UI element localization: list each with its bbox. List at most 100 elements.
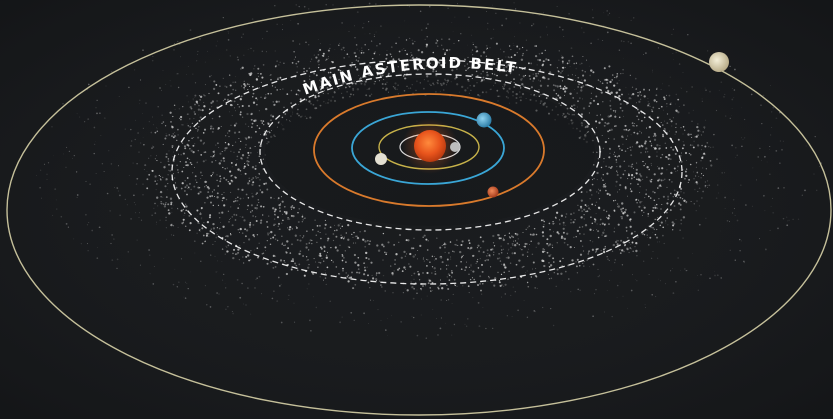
asteroid-dot <box>500 273 503 276</box>
asteroid-dot <box>190 107 193 110</box>
asteroid-dot <box>171 207 173 209</box>
asteroid-dot <box>695 210 697 212</box>
asteroid-dot <box>482 70 484 73</box>
asteroid-dot <box>409 265 412 268</box>
asteroid-dot <box>697 134 699 136</box>
asteroid-dot <box>180 187 183 190</box>
asteroid-dot <box>444 243 447 246</box>
asteroid-dot <box>648 136 650 138</box>
asteroid-dot <box>620 210 623 213</box>
asteroid-dot <box>228 129 231 132</box>
asteroid-dot <box>241 232 244 234</box>
asteroid-dot <box>46 173 48 175</box>
asteroid-dot <box>178 281 180 284</box>
asteroid-dot <box>672 229 674 231</box>
asteroid-dot <box>616 297 618 299</box>
asteroid-dot <box>646 166 649 169</box>
asteroid-dot <box>373 68 375 70</box>
asteroid-dot <box>353 25 356 27</box>
asteroid-dot <box>261 50 264 53</box>
asteroid-dot <box>281 243 283 245</box>
asteroid-dot <box>689 144 692 146</box>
asteroid-dot <box>505 74 508 77</box>
asteroid-dot <box>306 259 308 261</box>
asteroid-dot <box>323 246 326 249</box>
asteroid-dot <box>143 144 145 146</box>
asteroid-dot <box>323 260 325 262</box>
asteroid-dot <box>259 179 261 181</box>
asteroid-dot <box>629 188 632 190</box>
asteroid-dot <box>728 221 731 223</box>
asteroid-dot <box>341 22 343 24</box>
asteroid-dot <box>76 113 78 115</box>
asteroid-dot <box>582 250 585 252</box>
asteroid-dot <box>621 149 623 151</box>
asteroid-dot <box>457 244 459 246</box>
asteroid-dot <box>214 154 216 155</box>
asteroid-dot <box>617 223 620 226</box>
asteroid-dot <box>503 263 506 266</box>
asteroid-dot <box>392 58 395 61</box>
asteroid-dot <box>426 295 428 297</box>
asteroid-dot <box>606 10 608 12</box>
asteroid-dot <box>612 243 615 247</box>
asteroid-dot <box>813 173 815 175</box>
asteroid-dot <box>516 242 519 245</box>
asteroid-dot <box>308 263 310 266</box>
asteroid-dot <box>354 235 357 238</box>
asteroid-dot <box>580 216 583 219</box>
asteroid-dot <box>645 189 647 191</box>
asteroid-dot <box>631 122 634 124</box>
asteroid-dot <box>189 118 191 120</box>
asteroid-dot <box>575 62 578 64</box>
asteroid-dot <box>563 224 565 226</box>
asteroid-dot <box>546 84 549 87</box>
asteroid-dot <box>647 104 650 107</box>
asteroid-dot <box>680 187 683 190</box>
asteroid-dot <box>605 86 608 89</box>
asteroid-dot <box>558 102 560 105</box>
asteroid-dot <box>257 99 259 101</box>
asteroid-dot <box>435 70 437 73</box>
asteroid-dot <box>243 80 245 82</box>
asteroid-dot <box>573 212 575 214</box>
asteroid-dot <box>318 64 320 66</box>
asteroid-dot <box>715 197 718 199</box>
asteroid-dot <box>221 211 223 214</box>
asteroid-dot <box>238 245 241 247</box>
asteroid-dot <box>248 259 250 262</box>
asteroid-dot <box>368 49 370 51</box>
asteroid-dot <box>630 134 632 136</box>
asteroid-dot <box>548 243 552 246</box>
asteroid-dot <box>480 54 483 58</box>
asteroid-dot <box>540 219 543 222</box>
asteroid-dot <box>620 215 623 218</box>
asteroid-dot <box>644 304 646 306</box>
asteroid-dot <box>462 254 464 256</box>
asteroid-dot <box>543 12 545 14</box>
asteroid-dot <box>505 277 507 279</box>
asteroid-dot <box>678 106 680 108</box>
asteroid-dot <box>494 277 497 280</box>
asteroid-dot <box>235 197 237 200</box>
asteroid-dot <box>225 245 227 247</box>
asteroid-dot <box>491 281 493 283</box>
asteroid-dot <box>582 191 583 193</box>
asteroid-dot <box>211 191 213 193</box>
asteroid-dot <box>213 81 215 83</box>
asteroid-dot <box>232 312 234 315</box>
asteroid-dot <box>176 164 178 167</box>
asteroid-dot <box>371 57 374 60</box>
asteroid-dot <box>686 201 688 203</box>
asteroid-dot <box>522 245 524 248</box>
asteroid-dot <box>197 103 199 105</box>
asteroid-dot <box>582 245 584 247</box>
asteroid-dot <box>532 77 536 80</box>
asteroid-dot <box>236 163 238 165</box>
asteroid-dot <box>631 146 634 148</box>
asteroid-dot <box>667 157 670 160</box>
asteroid-dot <box>138 103 140 105</box>
asteroid-dot <box>257 151 259 153</box>
asteroid-dot <box>718 89 720 91</box>
asteroid-dot <box>582 55 584 57</box>
